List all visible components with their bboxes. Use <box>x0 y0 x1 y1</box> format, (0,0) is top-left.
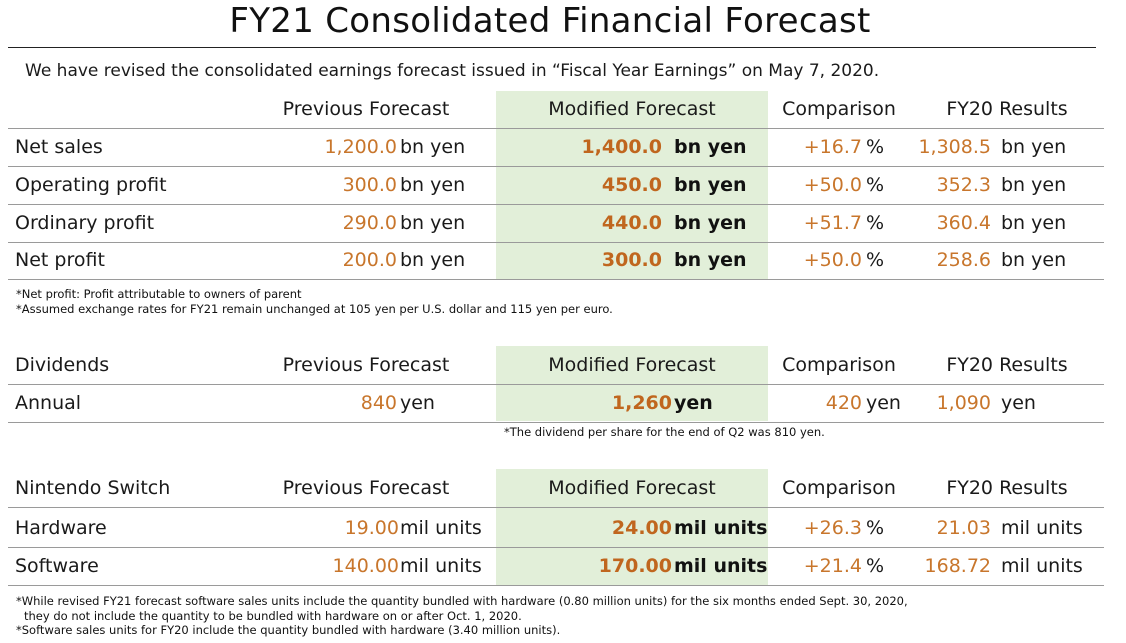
fy20-unit: mil units <box>1001 555 1083 577</box>
previous-value: 290.0 <box>342 212 397 234</box>
intro-text: We have revised the consolidated earning… <box>25 61 880 81</box>
previous-unit: bn yen <box>400 212 466 234</box>
dividends-heading: Dividends <box>15 354 110 376</box>
fy20-unit: yen <box>1001 392 1036 414</box>
modified-value: 1,400.0 <box>581 136 662 158</box>
footnote: *Assumed exchange rates for FY21 remain … <box>16 302 613 316</box>
modified-unit: bn yen <box>674 136 747 158</box>
fy20-value: 360.4 <box>936 212 991 234</box>
col-previous-forecast: Previous Forecast <box>282 98 450 120</box>
col-fy20-results: FY20 Results <box>946 477 1068 499</box>
switch-heading: Nintendo Switch <box>15 477 171 499</box>
comparison-value: +26.3 <box>803 517 862 539</box>
modified-value: 1,260 <box>611 392 672 414</box>
comparison-value: +50.0 <box>803 174 862 196</box>
col-modified-forecast: Modified Forecast <box>548 477 716 499</box>
col-modified-forecast: Modified Forecast <box>548 98 716 120</box>
table-row: Hardware 19.00 mil units 24.00 mil units… <box>8 509 1104 548</box>
comparison-unit: % <box>866 174 885 196</box>
col-previous-forecast: Previous Forecast <box>282 477 450 499</box>
row-label: Net profit <box>15 249 105 271</box>
modified-value: 170.00 <box>598 555 672 577</box>
row-label: Operating profit <box>15 174 167 196</box>
comparison-value: +50.0 <box>803 249 862 271</box>
modified-unit: yen <box>674 392 713 414</box>
modified-unit: mil units <box>674 555 768 577</box>
table-row: Annual 840 yen 1,260 yen 420 yen 1,090 y… <box>8 384 1104 423</box>
dividend-footnote: *The dividend per share for the end of Q… <box>504 425 825 439</box>
comparison-unit: % <box>866 249 885 271</box>
row-label: Annual <box>15 392 82 414</box>
modified-value: 24.00 <box>611 517 672 539</box>
comparison-value: +51.7 <box>803 212 862 234</box>
row-label: Software <box>15 555 99 577</box>
comparison-value: +16.7 <box>803 136 862 158</box>
fy20-value: 21.03 <box>936 517 991 539</box>
financial-header-row: Previous Forecast Modified Forecast Comp… <box>8 90 1104 129</box>
table-row: Net profit 200.0 bn yen 300.0 bn yen +50… <box>8 241 1104 280</box>
previous-unit: bn yen <box>400 136 466 158</box>
col-comparison: Comparison <box>782 477 896 499</box>
fy20-unit: bn yen <box>1001 136 1067 158</box>
modified-value: 300.0 <box>601 249 662 271</box>
previous-value: 1,200.0 <box>324 136 397 158</box>
modified-forecast-band-financial <box>496 91 768 279</box>
title-divider <box>8 47 1096 48</box>
fy20-value: 168.72 <box>924 555 991 577</box>
previous-unit: bn yen <box>400 174 466 196</box>
fy20-unit: bn yen <box>1001 174 1067 196</box>
footnote: *Software sales units for FY20 include t… <box>16 623 561 637</box>
comparison-unit: yen <box>866 392 901 414</box>
fy20-value: 352.3 <box>936 174 991 196</box>
previous-value: 840 <box>360 392 397 414</box>
comparison-unit: % <box>866 136 885 158</box>
modified-value: 440.0 <box>601 212 662 234</box>
footnote: *Net profit: Profit attributable to owne… <box>16 287 302 301</box>
modified-value: 450.0 <box>601 174 662 196</box>
row-label: Ordinary profit <box>15 212 155 234</box>
fy20-value: 1,090 <box>936 392 991 414</box>
col-comparison: Comparison <box>782 98 896 120</box>
previous-value: 200.0 <box>342 249 397 271</box>
col-fy20-results: FY20 Results <box>946 354 1068 376</box>
footnote: they do not include the quantity to be b… <box>24 609 522 623</box>
table-row: Operating profit 300.0 bn yen 450.0 bn y… <box>8 166 1104 205</box>
fy20-unit: bn yen <box>1001 249 1067 271</box>
previous-value: 140.00 <box>332 555 399 577</box>
comparison-value: +21.4 <box>803 555 862 577</box>
table-row: Net sales 1,200.0 bn yen 1,400.0 bn yen … <box>8 128 1104 167</box>
modified-unit: mil units <box>674 517 768 539</box>
fy20-unit: bn yen <box>1001 212 1067 234</box>
row-label: Net sales <box>15 136 103 158</box>
fy20-unit: mil units <box>1001 517 1083 539</box>
page-title: FY21 Consolidated Financial Forecast <box>229 1 871 41</box>
comparison-unit: % <box>866 555 885 577</box>
switch-header-row: Nintendo Switch Previous Forecast Modifi… <box>8 469 1104 508</box>
modified-unit: bn yen <box>674 212 747 234</box>
modified-forecast-band-switch <box>496 469 768 585</box>
col-comparison: Comparison <box>782 354 896 376</box>
previous-unit: mil units <box>400 517 482 539</box>
modified-unit: bn yen <box>674 249 747 271</box>
table-row: Ordinary profit 290.0 bn yen 440.0 bn ye… <box>8 204 1104 243</box>
previous-unit: yen <box>400 392 435 414</box>
row-label: Hardware <box>15 517 107 539</box>
comparison-unit: % <box>866 517 885 539</box>
previous-unit: mil units <box>400 555 482 577</box>
fy20-value: 258.6 <box>936 249 991 271</box>
dividends-header-row: Dividends Previous Forecast Modified For… <box>8 346 1104 385</box>
comparison-value: 420 <box>825 392 862 414</box>
previous-unit: bn yen <box>400 249 466 271</box>
previous-value: 19.00 <box>344 517 399 539</box>
previous-value: 300.0 <box>342 174 397 196</box>
col-fy20-results: FY20 Results <box>946 98 1068 120</box>
modified-unit: bn yen <box>674 174 747 196</box>
comparison-unit: % <box>866 212 885 234</box>
footnote: *While revised FY21 forecast software sa… <box>16 594 908 608</box>
col-modified-forecast: Modified Forecast <box>548 354 716 376</box>
fy20-value: 1,308.5 <box>918 136 991 158</box>
modified-forecast-band-dividends <box>496 346 768 421</box>
col-previous-forecast: Previous Forecast <box>282 354 450 376</box>
table-row: Software 140.00 mil units 170.00 mil uni… <box>8 547 1104 586</box>
